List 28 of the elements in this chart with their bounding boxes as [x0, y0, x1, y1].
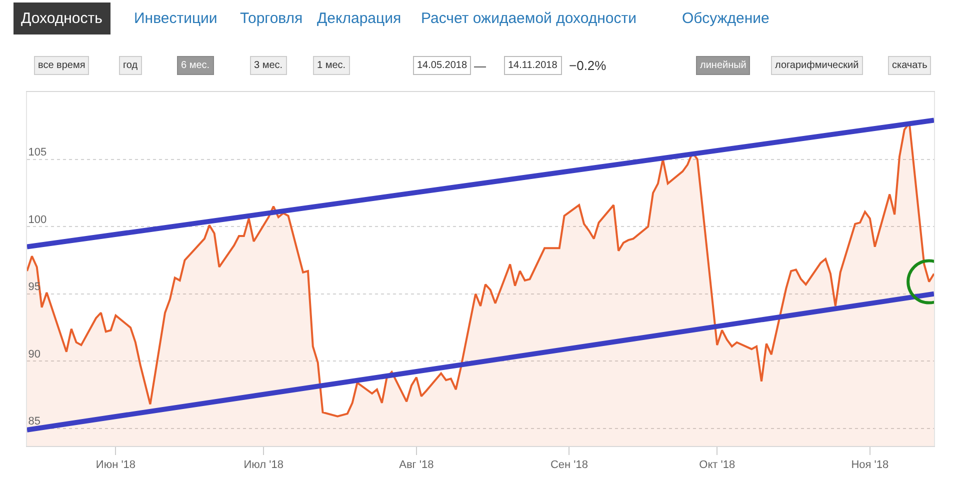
text: логарифмический [775, 60, 859, 71]
text: 14.05.2018 [417, 60, 468, 71]
y-tick-label: 100 [28, 214, 47, 226]
text: Расчет ожидаемой доходности [421, 10, 637, 27]
x-tick-label: Июл '18 [244, 459, 284, 472]
text: −0.2% [569, 58, 607, 73]
text: Обсуждение [682, 10, 770, 27]
x-tick-label: Июн '18 [96, 459, 136, 472]
y-tick-label: 90 [28, 348, 41, 360]
y-tick-label: 105 [28, 146, 47, 158]
text: Инвестиции [134, 10, 218, 27]
text: 14.11.2018 [508, 60, 558, 71]
text: Торговля [240, 10, 303, 27]
text: скачать [892, 60, 928, 71]
text: 1 мес. [317, 60, 346, 71]
text: 6 мес. [181, 60, 210, 71]
x-tick-label: Сен '18 [550, 459, 588, 472]
text: год [123, 60, 138, 71]
x-tick-label: Ноя '18 [851, 459, 889, 472]
text: Доходность [21, 10, 103, 27]
text: все время [38, 60, 86, 71]
text: — [474, 59, 486, 73]
x-tick-label: Окт '18 [699, 459, 736, 472]
y-tick-label: 85 [28, 416, 41, 428]
text: 3 мес. [254, 60, 283, 71]
text: линейный [700, 60, 746, 71]
text: Декларация [317, 10, 402, 27]
x-tick-label: Авг '18 [399, 459, 434, 472]
